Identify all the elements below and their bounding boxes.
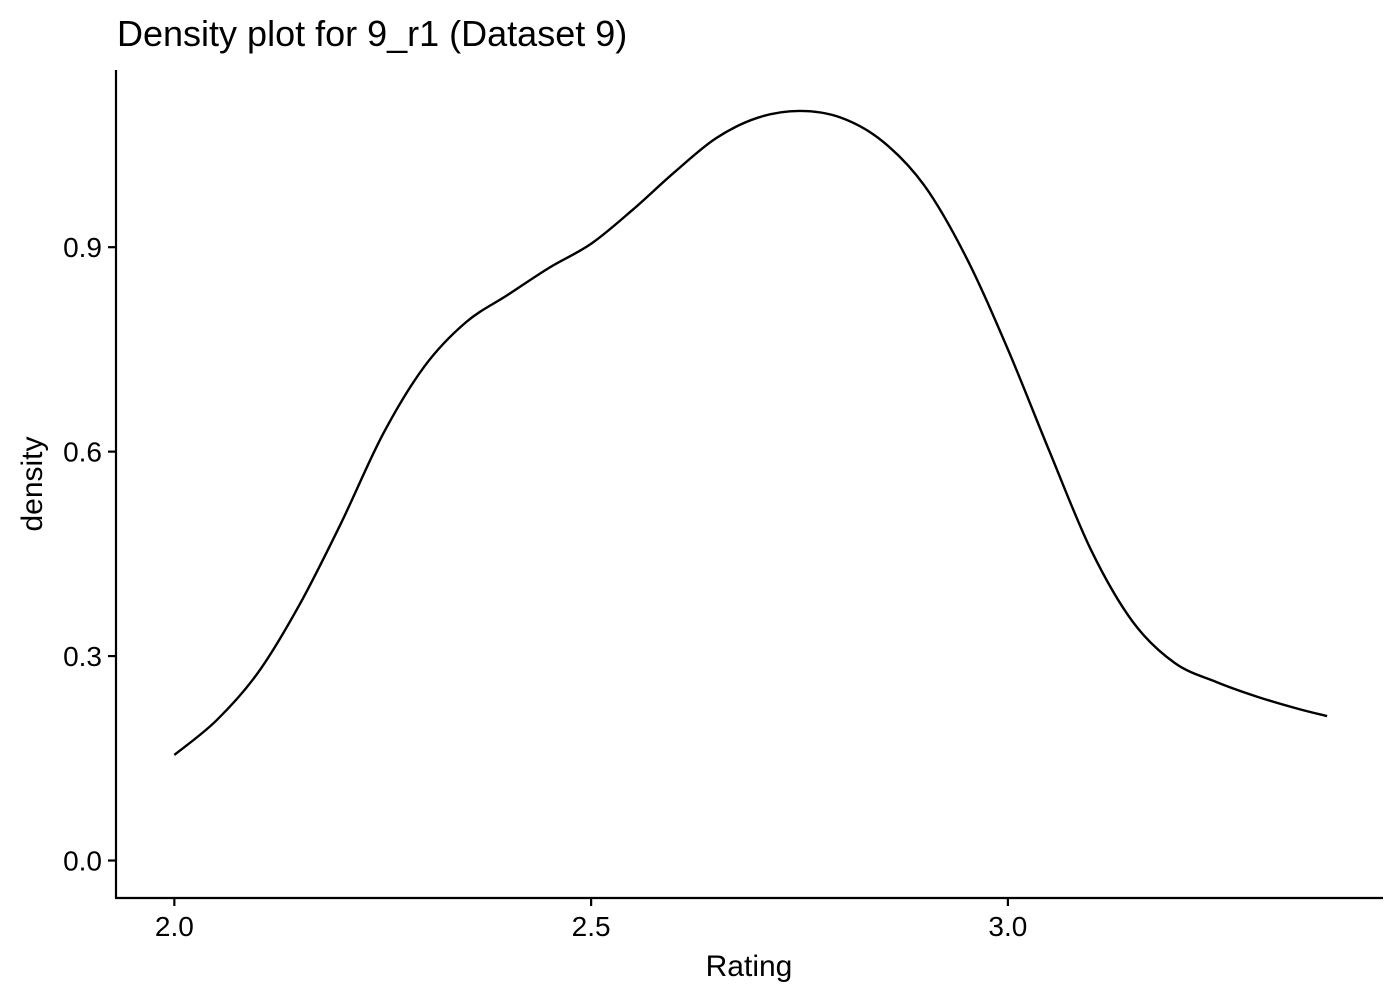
- x-axis-ticks: 2.0 2.5 3.0: [155, 898, 1027, 942]
- density-line-9_r1: [173, 109, 1328, 756]
- y-tick-label: 0.0: [63, 846, 102, 877]
- x-tick-label: 3.0: [988, 911, 1027, 942]
- y-axis-label: density: [16, 436, 49, 531]
- y-axis-ticks: 0.0 0.3 0.6 0.9: [63, 232, 116, 877]
- y-tick-label: 0.9: [63, 232, 102, 263]
- x-axis-label: Rating: [706, 950, 793, 983]
- y-tick-label: 0.6: [63, 437, 102, 468]
- x-tick-label: 2.5: [572, 911, 611, 942]
- plot-area: [173, 109, 1328, 756]
- x-tick-label: 2.0: [155, 911, 194, 942]
- y-tick-label: 0.3: [63, 641, 102, 672]
- chart-title: Density plot for 9_r1 (Dataset 9): [117, 13, 627, 54]
